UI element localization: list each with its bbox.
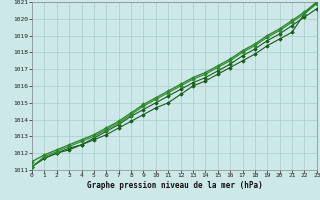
X-axis label: Graphe pression niveau de la mer (hPa): Graphe pression niveau de la mer (hPa) [86,181,262,190]
